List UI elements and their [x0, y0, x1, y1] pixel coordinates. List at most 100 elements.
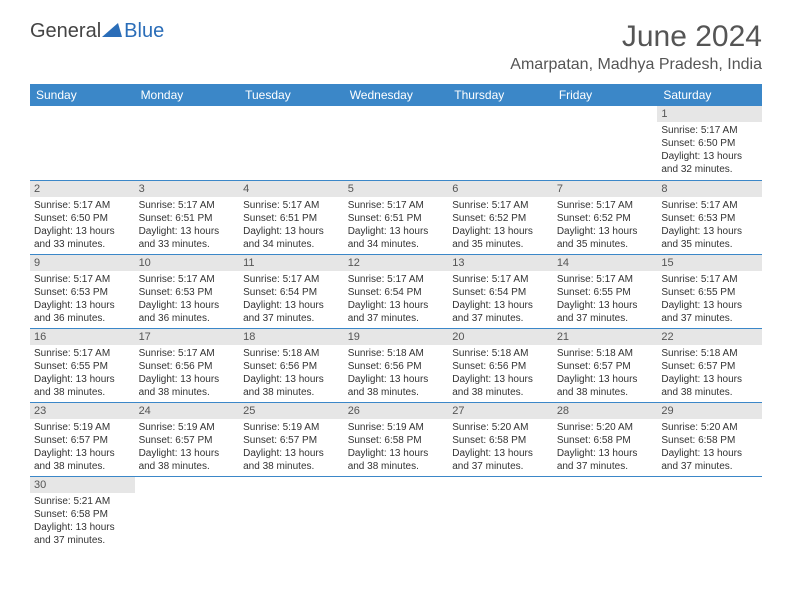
daylight-text: Daylight: 13 hours and 37 minutes.	[557, 447, 654, 473]
calendar-day: 11Sunrise: 5:17 AMSunset: 6:54 PMDayligh…	[239, 254, 344, 328]
day-body: Sunrise: 5:17 AMSunset: 6:52 PMDaylight:…	[553, 197, 658, 253]
daylight-text: Daylight: 13 hours and 38 minutes.	[139, 373, 236, 399]
day-number: 30	[30, 477, 135, 493]
sunset-text: Sunset: 6:51 PM	[243, 212, 340, 225]
calendar-week: 16Sunrise: 5:17 AMSunset: 6:55 PMDayligh…	[30, 328, 762, 402]
calendar-day: 17Sunrise: 5:17 AMSunset: 6:56 PMDayligh…	[135, 328, 240, 402]
day-number: 22	[657, 329, 762, 345]
day-number	[553, 477, 658, 493]
calendar-day: 14Sunrise: 5:17 AMSunset: 6:55 PMDayligh…	[553, 254, 658, 328]
daylight-text: Daylight: 13 hours and 33 minutes.	[139, 225, 236, 251]
daylight-text: Daylight: 13 hours and 38 minutes.	[348, 447, 445, 473]
day-body: Sunrise: 5:18 AMSunset: 6:56 PMDaylight:…	[448, 345, 553, 401]
calendar-day	[448, 106, 553, 180]
day-number: 27	[448, 403, 553, 419]
sunset-text: Sunset: 6:50 PM	[34, 212, 131, 225]
calendar-day: 19Sunrise: 5:18 AMSunset: 6:56 PMDayligh…	[344, 328, 449, 402]
day-body: Sunrise: 5:21 AMSunset: 6:58 PMDaylight:…	[30, 493, 135, 549]
calendar-day: 9Sunrise: 5:17 AMSunset: 6:53 PMDaylight…	[30, 254, 135, 328]
day-body: Sunrise: 5:17 AMSunset: 6:56 PMDaylight:…	[135, 345, 240, 401]
calendar-day	[553, 476, 658, 550]
calendar-day: 27Sunrise: 5:20 AMSunset: 6:58 PMDayligh…	[448, 402, 553, 476]
calendar-day: 28Sunrise: 5:20 AMSunset: 6:58 PMDayligh…	[553, 402, 658, 476]
day-number: 3	[135, 181, 240, 197]
calendar-day	[239, 476, 344, 550]
daylight-text: Daylight: 13 hours and 36 minutes.	[34, 299, 131, 325]
calendar-week: 2 Sunrise: 5:17 AM Sunset: 6:50 PM Daylight…	[30, 180, 762, 254]
daylight-text: Daylight: 13 hours and 37 minutes.	[557, 299, 654, 325]
day-body: Sunrise: 5:19 AMSunset: 6:57 PMDaylight:…	[239, 419, 344, 475]
sunset-text: Sunset: 6:55 PM	[661, 286, 758, 299]
day-body: Sunrise: 5:17 AMSunset: 6:52 PMDaylight:…	[448, 197, 553, 253]
sunrise-text: Sunrise: 5:17 AM	[557, 199, 654, 212]
day-header: Thursday	[448, 84, 553, 106]
calendar-day: 18Sunrise: 5:18 AMSunset: 6:56 PMDayligh…	[239, 328, 344, 402]
day-number: 19	[344, 329, 449, 345]
daylight-text: Daylight: 13 hours and 35 minutes.	[557, 225, 654, 251]
day-body: Sunrise: 5:18 AMSunset: 6:57 PMDaylight:…	[553, 345, 658, 401]
daylight-text: Daylight: 13 hours and 38 minutes.	[243, 447, 340, 473]
day-number: 5	[344, 181, 449, 197]
daylight-text: Daylight: 13 hours and 36 minutes.	[139, 299, 236, 325]
calendar-day: 10Sunrise: 5:17 AMSunset: 6:53 PMDayligh…	[135, 254, 240, 328]
day-header: Monday	[135, 84, 240, 106]
day-body: Sunrise: 5:19 AMSunset: 6:57 PMDaylight:…	[135, 419, 240, 475]
day-number: 29	[657, 403, 762, 419]
day-header: Saturday	[657, 84, 762, 106]
day-body: Sunrise: 5:17 AMSunset: 6:51 PMDaylight:…	[239, 197, 344, 253]
calendar-day: 15Sunrise: 5:17 AMSunset: 6:55 PMDayligh…	[657, 254, 762, 328]
sunrise-text: Sunrise: 5:19 AM	[243, 421, 340, 434]
daylight-text: Daylight: 13 hours and 38 minutes.	[139, 447, 236, 473]
day-number: 24	[135, 403, 240, 419]
sunrise-text: Sunrise: 5:20 AM	[452, 421, 549, 434]
sunrise-text: Sunrise: 5:19 AM	[139, 421, 236, 434]
sunset-text: Sunset: 6:58 PM	[34, 508, 131, 521]
day-number	[657, 477, 762, 493]
day-body: Sunrise: 5:17 AMSunset: 6:55 PMDaylight:…	[657, 271, 762, 327]
calendar-day	[239, 106, 344, 180]
sunrise-text: Sunrise: 5:17 AM	[348, 273, 445, 286]
sunset-text: Sunset: 6:52 PM	[557, 212, 654, 225]
sunrise-text: Sunrise: 5:18 AM	[661, 347, 758, 360]
day-body: Sunrise: 5:19 AMSunset: 6:58 PMDaylight:…	[344, 419, 449, 475]
day-header: Friday	[553, 84, 658, 106]
calendar-day: 20Sunrise: 5:18 AMSunset: 6:56 PMDayligh…	[448, 328, 553, 402]
sunrise-text: Sunrise: 5:17 AM	[452, 199, 549, 212]
day-number: 2	[30, 181, 135, 197]
day-number	[30, 106, 135, 122]
calendar-day: 5Sunrise: 5:17 AMSunset: 6:51 PMDaylight…	[344, 180, 449, 254]
sunset-text: Sunset: 6:56 PM	[243, 360, 340, 373]
calendar-day: 24Sunrise: 5:19 AMSunset: 6:57 PMDayligh…	[135, 402, 240, 476]
calendar-day: 6Sunrise: 5:17 AMSunset: 6:52 PMDaylight…	[448, 180, 553, 254]
sunset-text: Sunset: 6:51 PM	[348, 212, 445, 225]
sunset-text: Sunset: 6:58 PM	[661, 434, 758, 447]
calendar-day	[30, 106, 135, 180]
day-body: Sunrise: 5:18 AMSunset: 6:56 PMDaylight:…	[344, 345, 449, 401]
logo: General Blue	[30, 20, 164, 43]
day-body: Sunrise: 5:17 AMSunset: 6:55 PMDaylight:…	[30, 345, 135, 401]
daylight-text: Daylight: 13 hours and 37 minutes.	[661, 299, 758, 325]
day-number: 20	[448, 329, 553, 345]
calendar-day: 12Sunrise: 5:17 AMSunset: 6:54 PMDayligh…	[344, 254, 449, 328]
sunrise-text: Sunrise: 5:17 AM	[557, 273, 654, 286]
daylight-text: Daylight: 13 hours and 34 minutes.	[348, 225, 445, 251]
logo-text-blue: Blue	[124, 20, 164, 43]
calendar-day: 4Sunrise: 5:17 AMSunset: 6:51 PMDaylight…	[239, 180, 344, 254]
title-block: June 2024 Amarpatan, Madhya Pradesh, Ind…	[510, 20, 762, 74]
day-header: Tuesday	[239, 84, 344, 106]
daylight-text: Daylight: 13 hours and 37 minutes.	[348, 299, 445, 325]
day-body: Sunrise: 5:17 AMSunset: 6:53 PMDaylight:…	[30, 271, 135, 327]
calendar-week: 30Sunrise: 5:21 AMSunset: 6:58 PMDayligh…	[30, 476, 762, 550]
day-number: 28	[553, 403, 658, 419]
calendar-day	[135, 476, 240, 550]
day-number: 10	[135, 255, 240, 271]
sunrise-text: Sunrise: 5:18 AM	[243, 347, 340, 360]
day-header: Wednesday	[344, 84, 449, 106]
calendar-day	[657, 476, 762, 550]
sunset-text: Sunset: 6:55 PM	[34, 360, 131, 373]
day-number	[239, 106, 344, 122]
calendar-day: 1Sunrise: 5:17 AMSunset: 6:50 PMDaylight…	[657, 106, 762, 180]
daylight-text: Daylight: 13 hours and 38 minutes.	[34, 373, 131, 399]
sunrise-text: Sunrise: 5:21 AM	[34, 495, 131, 508]
calendar-day	[135, 106, 240, 180]
